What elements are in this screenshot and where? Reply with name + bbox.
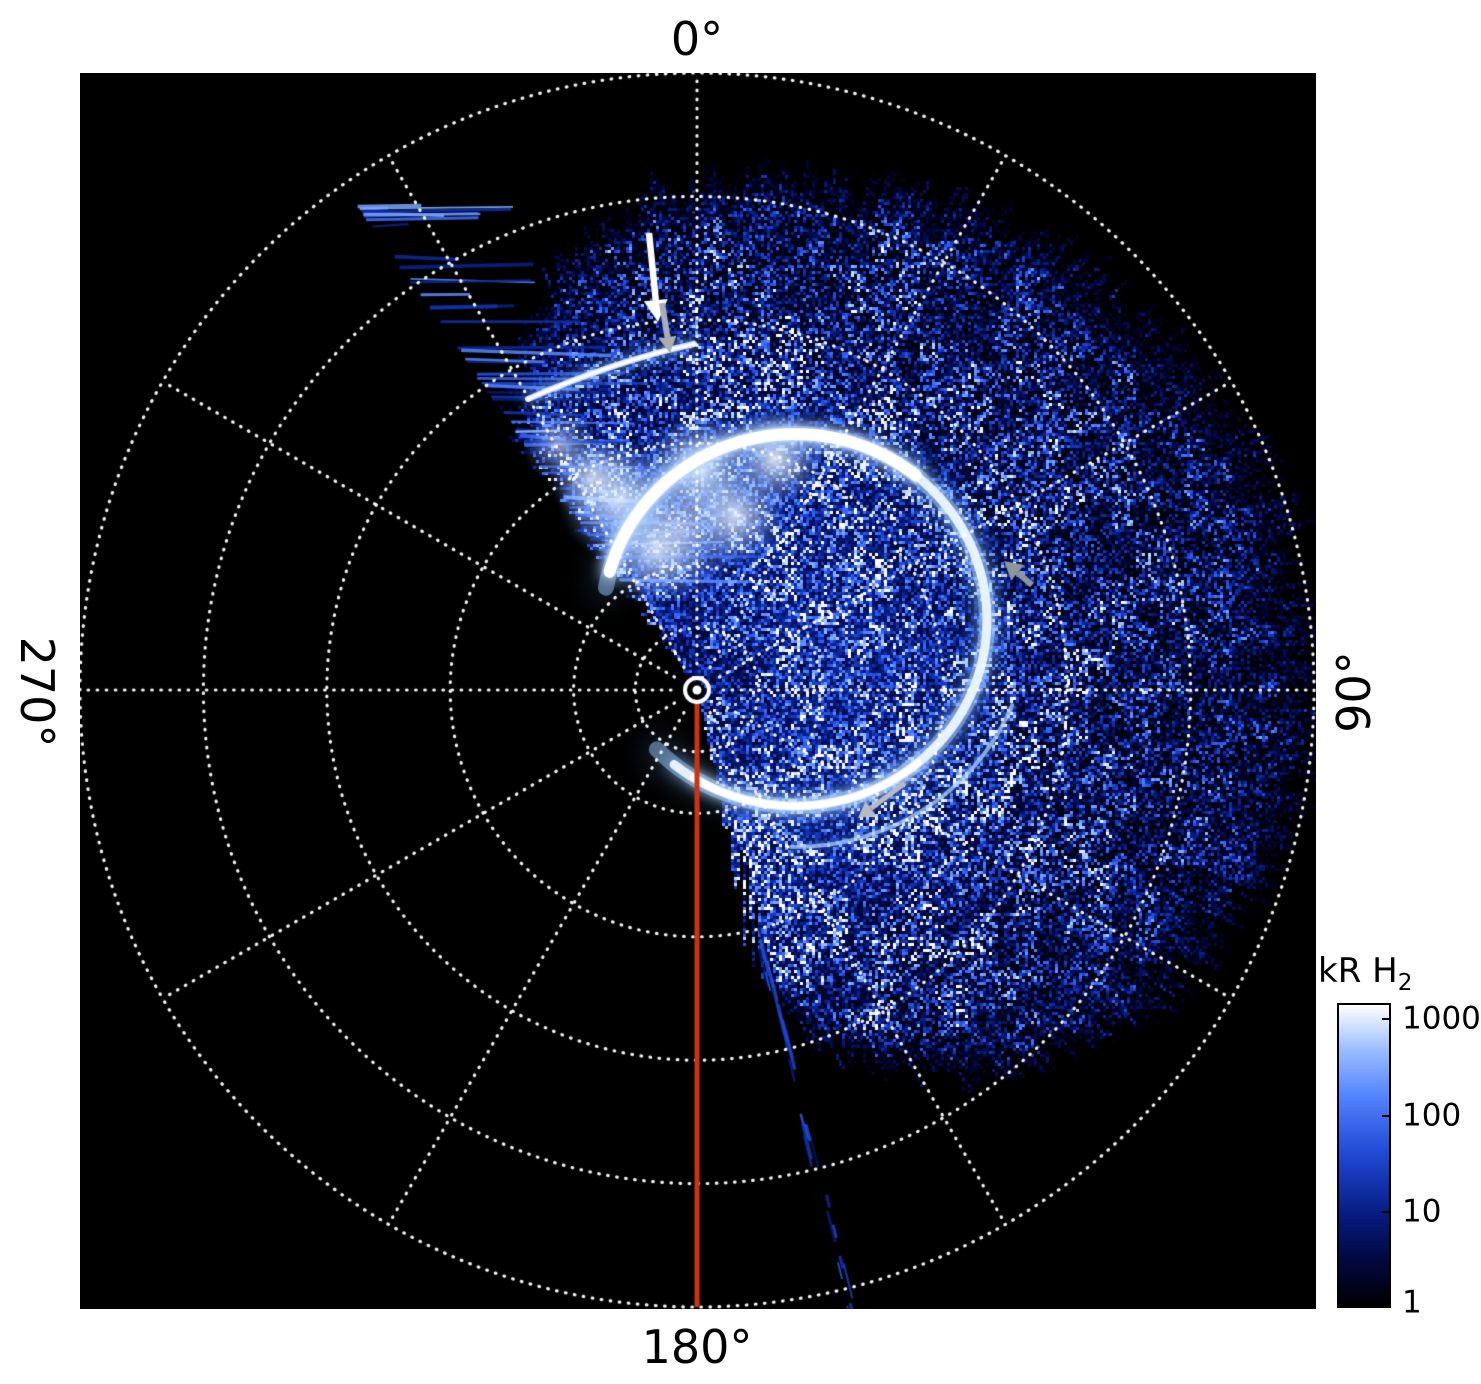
colorbar-title-sub: 2	[1397, 969, 1413, 996]
colorbar-tick-1: 1	[1402, 1284, 1422, 1321]
colorbar-title: kR H2	[1318, 951, 1412, 996]
polar-aurora-plot	[80, 73, 1316, 1309]
angle-label-180: 180°	[641, 1320, 753, 1374]
colorbar-tick-1000: 1000	[1402, 1000, 1481, 1037]
colorbar	[1337, 1003, 1391, 1308]
colorbar-tick-mark	[1382, 1115, 1391, 1117]
colorbar-tick-100: 100	[1402, 1097, 1462, 1134]
colorbar-tick-mark	[1382, 1018, 1391, 1020]
angle-label-270: 270°	[10, 636, 64, 748]
colorbar-tick-10: 10	[1402, 1193, 1442, 1230]
angle-label-0: 0°	[670, 12, 724, 66]
colorbar-tick-mark	[1382, 1211, 1391, 1213]
colorbar-title-main: kR H	[1318, 951, 1398, 991]
colorbar-tick-mark	[1382, 1302, 1391, 1304]
angle-label-90: 90°	[1327, 651, 1381, 733]
